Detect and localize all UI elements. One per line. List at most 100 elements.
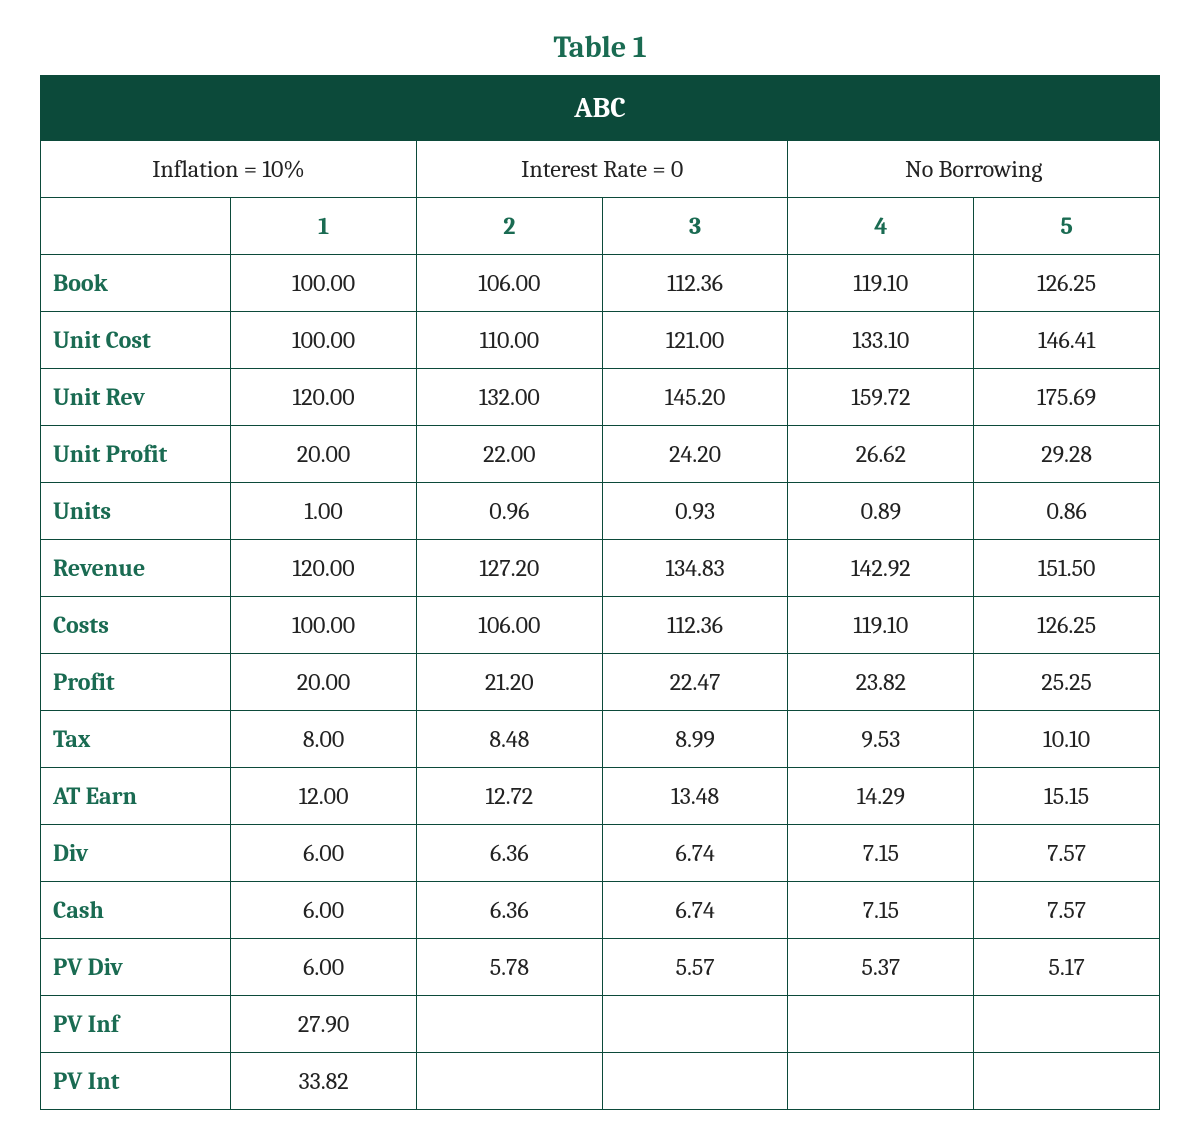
data-cell: 175.69 [974,369,1160,426]
row-label: AT Earn [41,768,231,825]
table-row: Cash6.006.366.747.157.57 [41,882,1160,939]
data-cell: 0.96 [416,483,602,540]
column-header: 1 [231,198,417,255]
row-label: PV Int [41,1053,231,1110]
data-cell: 25.25 [974,654,1160,711]
assumption-inflation: Inflation = 10% [41,141,417,198]
row-label: Tax [41,711,231,768]
row-label: Div [41,825,231,882]
row-label: Unit Cost [41,312,231,369]
data-cell: 100.00 [231,597,417,654]
assumption-borrowing: No Borrowing [788,141,1160,198]
data-cell: 146.41 [974,312,1160,369]
row-label: Revenue [41,540,231,597]
table-row: Units1.000.960.930.890.86 [41,483,1160,540]
table-title: Table 1 [40,30,1160,65]
table-row: Tax8.008.488.999.5310.10 [41,711,1160,768]
assumptions-row: Inflation = 10% Interest Rate = 0 No Bor… [41,141,1160,198]
data-cell: 5.57 [602,939,788,996]
data-cell: 110.00 [416,312,602,369]
data-cell [416,996,602,1053]
data-cell: 5.17 [974,939,1160,996]
data-cell: 142.92 [788,540,974,597]
data-cell: 27.90 [231,996,417,1053]
table-row: Unit Rev120.00132.00145.20159.72175.69 [41,369,1160,426]
data-cell: 132.00 [416,369,602,426]
data-cell [788,996,974,1053]
data-cell: 8.99 [602,711,788,768]
data-cell: 126.25 [974,255,1160,312]
banner-row: ABC [41,76,1160,141]
data-cell: 21.20 [416,654,602,711]
data-cell: 24.20 [602,426,788,483]
financial-table: ABC Inflation = 10% Interest Rate = 0 No… [40,75,1160,1110]
data-cell: 151.50 [974,540,1160,597]
assumption-interest: Interest Rate = 0 [416,141,788,198]
table-row: Book100.00106.00112.36119.10126.25 [41,255,1160,312]
data-cell: 100.00 [231,312,417,369]
data-cell: 22.00 [416,426,602,483]
data-cell: 26.62 [788,426,974,483]
data-cell: 134.83 [602,540,788,597]
data-cell: 15.15 [974,768,1160,825]
data-cell: 29.28 [974,426,1160,483]
table-row: PV Div6.005.785.575.375.17 [41,939,1160,996]
data-cell: 112.36 [602,255,788,312]
column-header-row: 1 2 3 4 5 [41,198,1160,255]
row-label: Profit [41,654,231,711]
data-cell: 5.37 [788,939,974,996]
column-header-blank [41,198,231,255]
data-cell: 10.10 [974,711,1160,768]
row-label: Unit Rev [41,369,231,426]
row-label: Costs [41,597,231,654]
data-cell: 5.78 [416,939,602,996]
data-cell: 7.57 [974,882,1160,939]
data-cell: 6.36 [416,882,602,939]
data-cell: 7.15 [788,825,974,882]
data-cell: 106.00 [416,255,602,312]
table-row: AT Earn12.0012.7213.4814.2915.15 [41,768,1160,825]
data-cell: 20.00 [231,654,417,711]
table-row: PV Int33.82 [41,1053,1160,1110]
table-row: Revenue120.00127.20134.83142.92151.50 [41,540,1160,597]
data-cell: 119.10 [788,255,974,312]
data-cell: 0.93 [602,483,788,540]
data-cell: 6.00 [231,939,417,996]
data-cell: 7.15 [788,882,974,939]
table-row: Profit20.0021.2022.4723.8225.25 [41,654,1160,711]
data-cell: 8.48 [416,711,602,768]
row-label: Book [41,255,231,312]
data-cell: 112.36 [602,597,788,654]
data-cell: 100.00 [231,255,417,312]
data-cell: 8.00 [231,711,417,768]
data-cell [602,1053,788,1110]
data-cell: 121.00 [602,312,788,369]
data-cell: 127.20 [416,540,602,597]
data-cell: 120.00 [231,540,417,597]
data-cell: 14.29 [788,768,974,825]
data-cell [974,996,1160,1053]
data-cell: 6.74 [602,825,788,882]
data-cell: 145.20 [602,369,788,426]
data-cell: 1.00 [231,483,417,540]
data-cell [602,996,788,1053]
banner-cell: ABC [41,76,1160,141]
data-cell: 6.00 [231,882,417,939]
data-cell: 22.47 [602,654,788,711]
data-cell: 0.86 [974,483,1160,540]
data-cell [788,1053,974,1110]
data-cell: 6.00 [231,825,417,882]
data-cell: 126.25 [974,597,1160,654]
table-row: Costs100.00106.00112.36119.10126.25 [41,597,1160,654]
data-cell: 133.10 [788,312,974,369]
row-label: Units [41,483,231,540]
data-cell: 106.00 [416,597,602,654]
data-cell: 12.72 [416,768,602,825]
column-header: 3 [602,198,788,255]
data-cell: 159.72 [788,369,974,426]
table-row: PV Inf27.90 [41,996,1160,1053]
table-row: Div6.006.366.747.157.57 [41,825,1160,882]
data-cell [974,1053,1160,1110]
column-header: 2 [416,198,602,255]
data-cell: 120.00 [231,369,417,426]
